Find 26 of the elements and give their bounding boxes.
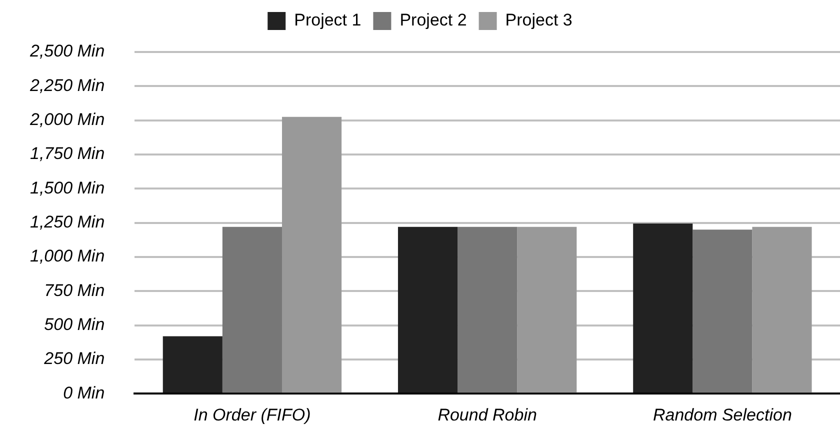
bar bbox=[458, 226, 518, 393]
y-tick-label: 250 Min bbox=[43, 349, 105, 368]
y-tick-label: 1,000 Min bbox=[30, 246, 105, 266]
y-tick-label: 2,250 Min bbox=[28, 76, 105, 95]
bar bbox=[517, 226, 577, 393]
legend-label: Project 3 bbox=[505, 10, 572, 30]
y-tick-label: 1,750 Min bbox=[30, 144, 105, 164]
y-tick-label: 1,250 Min bbox=[30, 212, 105, 232]
y-tick-label: 0 Min bbox=[63, 383, 105, 402]
x-tick-label: In Order (FIFO) bbox=[194, 406, 311, 425]
bar bbox=[282, 116, 342, 393]
bar bbox=[398, 226, 458, 393]
bar bbox=[633, 223, 693, 393]
bar bbox=[692, 230, 752, 393]
y-tick-label: 2,000 Min bbox=[28, 110, 105, 130]
bar bbox=[162, 336, 222, 393]
bar bbox=[752, 226, 812, 393]
y-tick-label: 2,500 Min bbox=[28, 42, 105, 61]
x-tick-label: Random Selection bbox=[652, 406, 792, 425]
legend-label: Project 2 bbox=[400, 10, 467, 30]
x-tick-label: Round Robin bbox=[438, 406, 537, 425]
legend-label: Project 1 bbox=[294, 10, 362, 30]
y-tick-label: 1,500 Min bbox=[30, 178, 105, 198]
y-tick-label: 500 Min bbox=[44, 315, 105, 334]
y-tick-label: 750 Min bbox=[44, 280, 105, 300]
bar bbox=[222, 226, 282, 393]
